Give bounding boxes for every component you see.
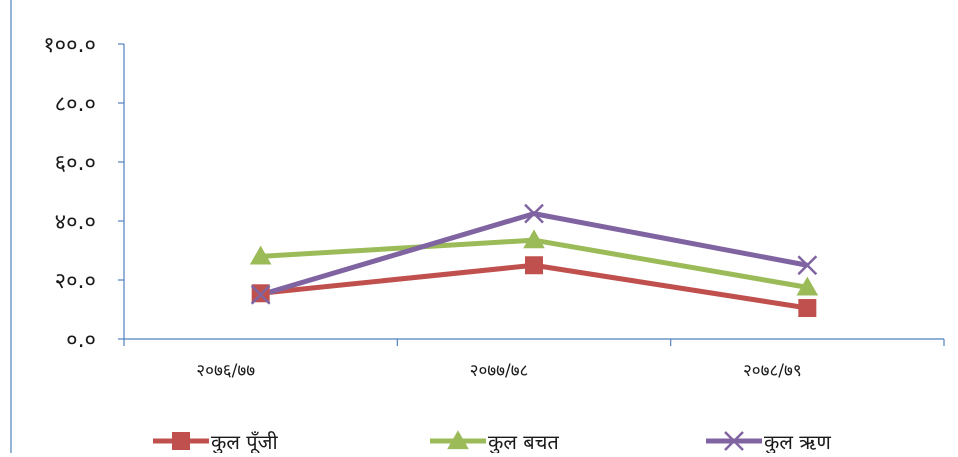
data-point <box>525 256 543 275</box>
y-tick-label: ४०.० <box>55 210 96 235</box>
legend-label: कुल बचत <box>488 430 559 453</box>
legend-item: कुल बचत <box>430 430 559 455</box>
legend-marker <box>724 431 744 451</box>
legend-label: कुल ऋण <box>764 430 831 453</box>
data-point <box>249 245 272 265</box>
y-tick-labels: ०.० २०.० ४०.० ६०.० ८०.० १००.० <box>43 33 96 353</box>
series-layer <box>249 203 819 318</box>
x-tick-label: २०७६/७७ <box>196 361 255 381</box>
data-point <box>524 203 544 224</box>
data-point <box>798 299 817 318</box>
chart-axes <box>118 43 945 346</box>
data-point <box>796 276 819 296</box>
marker-stroke <box>797 255 818 276</box>
data-point <box>797 255 818 276</box>
legend-item: कुल ऋण <box>706 430 831 455</box>
y-tick-label: १००.० <box>43 33 96 58</box>
marker-stroke <box>524 203 544 224</box>
legend: कुल पूँजी कुल बचत कुल ऋण <box>153 430 831 455</box>
y-tick-label: ६०.० <box>55 151 96 176</box>
data-point <box>523 229 545 249</box>
y-tick-label: ८०.० <box>55 92 96 117</box>
x-tick-labels: २०७६/७७ २०७७/७८ २०७८/७९ <box>196 361 801 381</box>
marker-stroke <box>250 284 271 305</box>
x-tick-label: २०७७/७८ <box>470 361 529 381</box>
x-tick-label: २०७८/७९ <box>743 361 802 381</box>
legend-label: कुल पूँजी <box>211 430 278 453</box>
legend-marker <box>172 432 190 450</box>
legend-marker <box>447 430 469 450</box>
y-tick-label: २०.० <box>55 269 96 294</box>
marker-stroke <box>724 431 744 451</box>
data-point <box>250 284 271 305</box>
y-tick-label: ०.० <box>66 328 96 353</box>
legend-item: कुल पूँजी <box>153 430 278 455</box>
